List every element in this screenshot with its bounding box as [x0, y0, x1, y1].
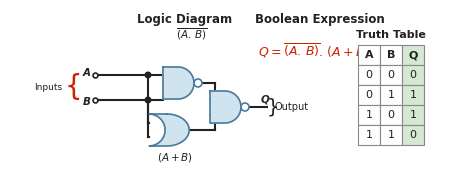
- Bar: [358, 125, 380, 145]
- Bar: [402, 105, 424, 125]
- Circle shape: [145, 96, 152, 104]
- Text: B: B: [387, 50, 395, 60]
- Text: }: }: [267, 98, 280, 116]
- Circle shape: [145, 72, 152, 79]
- Text: Q: Q: [408, 50, 418, 60]
- Bar: [358, 85, 380, 105]
- Text: $(A + B)$: $(A + B)$: [157, 151, 193, 164]
- Text: 1: 1: [388, 130, 394, 140]
- Text: A: A: [365, 50, 374, 60]
- Text: $Q = \overline{(A.\,B)}.\,(A + B)$: $Q = \overline{(A.\,B)}.\,(A + B)$: [258, 42, 370, 60]
- Text: {: {: [65, 73, 82, 101]
- Text: 0: 0: [388, 70, 394, 80]
- Text: Boolean Expression: Boolean Expression: [255, 13, 385, 26]
- Bar: [358, 105, 380, 125]
- Polygon shape: [163, 67, 194, 99]
- Text: Inputs: Inputs: [34, 83, 62, 92]
- Text: 0: 0: [388, 110, 394, 120]
- Text: 1: 1: [365, 110, 373, 120]
- Text: 0: 0: [410, 130, 417, 140]
- Text: 0: 0: [365, 90, 373, 100]
- Circle shape: [241, 103, 249, 111]
- Circle shape: [194, 79, 202, 87]
- Text: 1: 1: [410, 110, 417, 120]
- Text: 0: 0: [365, 70, 373, 80]
- Bar: [358, 45, 380, 65]
- Bar: [380, 105, 402, 125]
- Text: Logic Diagram: Logic Diagram: [137, 13, 233, 26]
- Bar: [380, 65, 402, 85]
- Text: B: B: [83, 97, 91, 107]
- Text: $\overline{(A.\,B)}$: $\overline{(A.\,B)}$: [176, 26, 208, 42]
- Bar: [358, 65, 380, 85]
- Bar: [402, 85, 424, 105]
- Text: 1: 1: [388, 90, 394, 100]
- Text: 1: 1: [365, 130, 373, 140]
- Bar: [402, 45, 424, 65]
- Text: Q: Q: [261, 94, 270, 104]
- Polygon shape: [149, 114, 189, 146]
- Text: 1: 1: [410, 90, 417, 100]
- Bar: [402, 65, 424, 85]
- Bar: [380, 85, 402, 105]
- Text: 0: 0: [410, 70, 417, 80]
- Polygon shape: [210, 91, 241, 123]
- Text: Truth Table: Truth Table: [356, 30, 426, 40]
- Bar: [380, 125, 402, 145]
- Bar: [402, 125, 424, 145]
- Bar: [380, 45, 402, 65]
- Text: Output: Output: [275, 102, 309, 112]
- Text: A: A: [83, 68, 91, 78]
